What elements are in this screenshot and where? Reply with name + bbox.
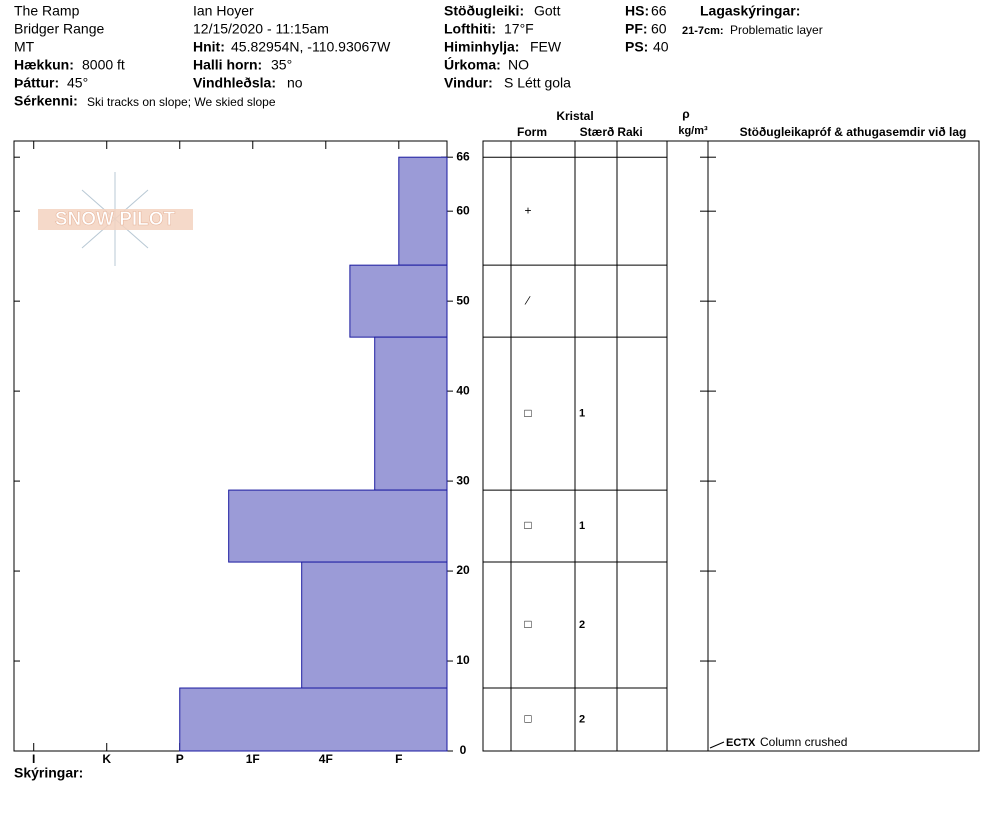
air-temp-label: Lofthiti: xyxy=(444,21,496,37)
table-frame xyxy=(482,140,980,752)
form-symbol: □ xyxy=(524,518,531,532)
hardness-bar xyxy=(228,489,448,563)
hardness-bar xyxy=(301,561,448,689)
legend-item-label: 21-7cm: xyxy=(682,25,724,37)
elevation-value: 8000 ft xyxy=(82,57,125,73)
ps-value: 40 xyxy=(653,39,669,55)
state: MT xyxy=(14,39,35,55)
test-comment: Column crushed xyxy=(760,735,847,749)
density-unit: kg/m³ xyxy=(678,125,708,137)
logo-band xyxy=(38,209,193,230)
elevation-label: Hækkun: xyxy=(14,57,74,73)
grain-size: 2 xyxy=(579,619,585,631)
y-tick-label: 0 xyxy=(460,743,467,757)
moisture-header: Raki xyxy=(617,125,642,139)
stability-label: Stöðugleiki: xyxy=(444,3,524,19)
wind-loading-label: Vindhleðsla: xyxy=(193,75,276,91)
y-tick-label: 10 xyxy=(456,653,470,667)
form-symbol: □ xyxy=(524,406,531,420)
y-tick-label: 30 xyxy=(456,473,470,487)
hardness-bar xyxy=(179,687,448,752)
location: The Ramp xyxy=(14,3,80,19)
x-tick-label: P xyxy=(176,752,184,766)
coords-value: 45.82954N, -110.93067W xyxy=(231,39,391,55)
crystal-header: Kristal xyxy=(556,109,593,123)
tests-header: Stöðugleikapróf & athugasemdir við lag xyxy=(740,125,967,139)
datetime: 12/15/2020 - 11:15am xyxy=(193,21,329,37)
x-tick-label: F xyxy=(395,752,402,766)
x-tick-label: 4F xyxy=(319,752,333,766)
sky-label: Himinhylja: xyxy=(444,39,519,55)
wind-value: S Létt gola xyxy=(504,75,571,91)
x-tick-label: I xyxy=(32,752,35,766)
form-symbol: + xyxy=(524,203,531,217)
notes-label: Skýringar: xyxy=(14,765,83,781)
precip-value: NO xyxy=(508,57,529,73)
y-tick-label: 40 xyxy=(456,383,470,397)
grain-size: 1 xyxy=(579,520,585,532)
size-header: Stærð xyxy=(580,125,615,139)
form-symbol: □ xyxy=(524,712,531,726)
slope-label: Halli horn: xyxy=(193,57,262,73)
form-symbol: ∕ xyxy=(524,293,531,307)
coords-label: Hnit: xyxy=(193,39,225,55)
x-tick-label: 1F xyxy=(246,752,260,766)
hardness-bar xyxy=(374,336,448,491)
features-value: Ski tracks on slope; We skied slope xyxy=(87,95,276,109)
test-code: ECTX xyxy=(726,737,756,749)
hs-label: HS: xyxy=(625,3,649,19)
hardness-bar xyxy=(398,156,448,266)
logo-text: SNOW PILOT xyxy=(55,209,176,230)
pf-value: 60 xyxy=(651,21,667,37)
pf-label: PF: xyxy=(625,21,648,37)
density-header: ρ xyxy=(682,107,689,121)
ps-label: PS: xyxy=(625,39,648,55)
aspect-value: 45° xyxy=(67,75,88,91)
y-tick-label: 50 xyxy=(456,293,470,307)
hs-value: 66 xyxy=(651,3,667,19)
range: Bridger Range xyxy=(14,21,104,37)
y-tick-label: 20 xyxy=(456,563,470,577)
grain-size: 2 xyxy=(579,713,585,725)
legend-title: Lagaskýringar: xyxy=(700,3,800,19)
y-tick-label: 60 xyxy=(456,203,470,217)
sky-value: FEW xyxy=(530,39,562,55)
grain-size: 1 xyxy=(579,408,585,420)
legend-item-text: Problematic layer xyxy=(730,23,823,37)
x-tick-label: K xyxy=(102,752,111,766)
slope-value: 35° xyxy=(271,57,292,73)
form-symbol: □ xyxy=(524,617,531,631)
test-arrow xyxy=(709,741,725,749)
y-tick-label: 66 xyxy=(456,149,470,163)
features-label: Sérkenni: xyxy=(14,93,78,109)
hardness-bar xyxy=(349,264,448,338)
aspect-label: Þáttur: xyxy=(14,75,59,91)
wind-loading-value: no xyxy=(287,75,303,91)
precip-label: Úrkoma: xyxy=(444,56,501,73)
wind-label: Vindur: xyxy=(444,75,493,91)
stability-value: Gott xyxy=(534,3,561,19)
form-header: Form xyxy=(517,125,547,139)
air-temp-value: 17°F xyxy=(504,21,534,37)
observer: Ian Hoyer xyxy=(193,3,254,19)
